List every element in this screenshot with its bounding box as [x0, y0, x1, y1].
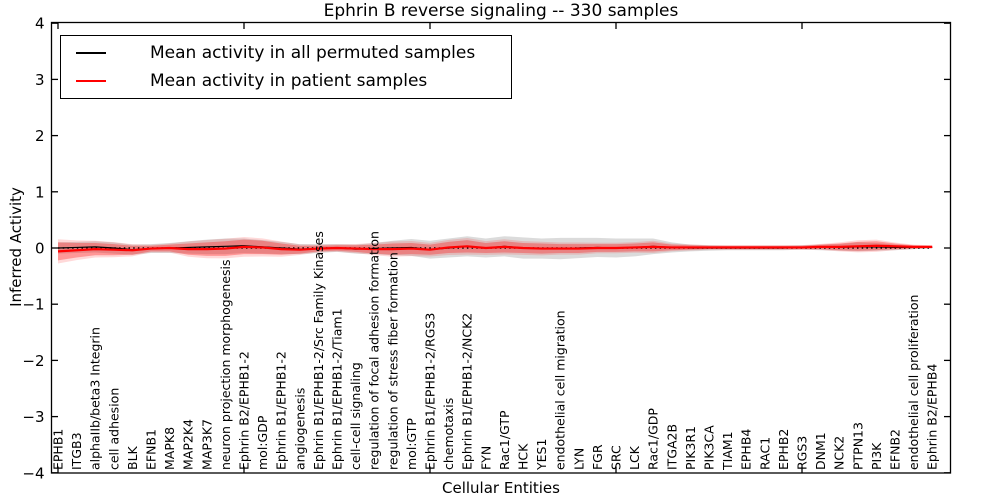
x-category-label: alphaIIb/beta3 Integrin [88, 327, 103, 470]
x-category-label: Rac1/GTP [497, 410, 512, 470]
patient-band [58, 239, 933, 261]
y-tick-label: −4 [22, 464, 44, 482]
x-category-label: LYN [571, 448, 586, 470]
x-category-label: PIK3CA [702, 425, 717, 470]
x-category-label: neuron projection morphogenesis [218, 259, 233, 470]
x-category-label: PI3K [869, 442, 884, 470]
legend-item-permuted: Mean activity in all permuted samples [61, 39, 511, 67]
x-category-label: regulation of stress fiber formation [385, 252, 400, 470]
x-category-label: mol:GDP [255, 415, 270, 470]
x-category-label: Ephrin B1/EPHB1-2/Tiam1 [330, 308, 345, 470]
x-category-label: ITGB3 [69, 432, 84, 470]
legend-label-permuted: Mean activity in all permuted samples [150, 43, 476, 63]
x-category-label: endothelial cell proliferation [906, 295, 921, 470]
x-category-label: chemotaxis [441, 398, 456, 470]
x-category-label: mol:GTP [404, 418, 419, 470]
x-category-label: FGR [590, 444, 605, 470]
x-category-label: endothelial cell migration [553, 310, 568, 470]
x-category-label: SRC [609, 445, 624, 470]
x-category-label: TIAM1 [720, 431, 735, 471]
x-category-label: Ephrin B1/EPHB1-2/NCK2 [460, 313, 475, 470]
x-category-label: EFNB2 [888, 429, 903, 470]
y-tick-label: 2 [35, 127, 45, 145]
permuted-line-swatch [76, 52, 106, 54]
x-category-label: PTPN13 [850, 422, 865, 470]
x-category-label: Ephrin B1/EPHB1-2/Src Family Kinases [311, 231, 326, 470]
x-category-label: RAC1 [757, 437, 772, 470]
x-category-label: MAP3K7 [199, 419, 214, 470]
x-axis-label: Cellular Entities [442, 479, 560, 497]
x-category-label: Ephrin B2/EPHB4 [925, 364, 940, 470]
x-category-label: MAP2K4 [181, 419, 196, 470]
x-category-label: NCK2 [832, 436, 847, 470]
x-category-label: regulation of focal adhesion formation [367, 231, 382, 470]
y-axis-label: Inferred Activity [7, 187, 25, 307]
y-tick-label: −1 [22, 296, 44, 314]
x-category-label: MAPK8 [162, 427, 177, 470]
x-category-label: Ephrin B1/EPHB1-2 [274, 351, 289, 470]
x-category-label: RGS3 [795, 436, 810, 470]
patient-band-outer [58, 237, 933, 264]
legend-label-patient: Mean activity in patient samples [150, 71, 428, 91]
y-tick-label: 3 [35, 71, 45, 89]
x-category-label: DNM1 [813, 432, 828, 470]
x-category-label: PIK3R1 [683, 426, 698, 470]
x-category-label: cell-cell signaling [348, 362, 363, 470]
x-category-label: EFNB1 [144, 429, 159, 470]
legend: Mean activity in all permuted samples Me… [60, 35, 512, 99]
y-tick-label: 1 [35, 183, 45, 201]
y-tick-label: −3 [22, 408, 44, 426]
x-category-label: FYN [478, 446, 493, 470]
x-category-label: Ephrin B1/EPHB1-2/RGS3 [423, 313, 438, 470]
x-category-label: LCK [627, 445, 642, 470]
chart-title: Ephrin B reverse signaling -- 330 sample… [323, 1, 679, 21]
x-category-label: ITGA2B [664, 424, 679, 470]
patient-line-swatch [76, 80, 106, 82]
x-category-label: angiogenesis [292, 388, 307, 470]
y-tick-label: 4 [35, 15, 45, 33]
x-category-label: HCK [516, 443, 531, 470]
y-tick-label: 0 [35, 240, 45, 258]
legend-item-patient: Mean activity in patient samples [61, 67, 511, 95]
x-category-label: BLK [125, 445, 140, 470]
x-category-label: Ephrin B2/EPHB1-2 [237, 351, 252, 470]
x-category-label: YES1 [534, 439, 549, 471]
y-tick-label: −2 [22, 352, 44, 370]
x-category-label: Rac1/GDP [646, 408, 661, 470]
x-category-label: EPHB1 [51, 429, 66, 470]
x-category-label: cell adhesion [106, 388, 121, 470]
x-category-label: EPHB2 [776, 429, 791, 470]
x-category-label: EPHB4 [739, 429, 754, 470]
patient-line [57, 244, 933, 253]
